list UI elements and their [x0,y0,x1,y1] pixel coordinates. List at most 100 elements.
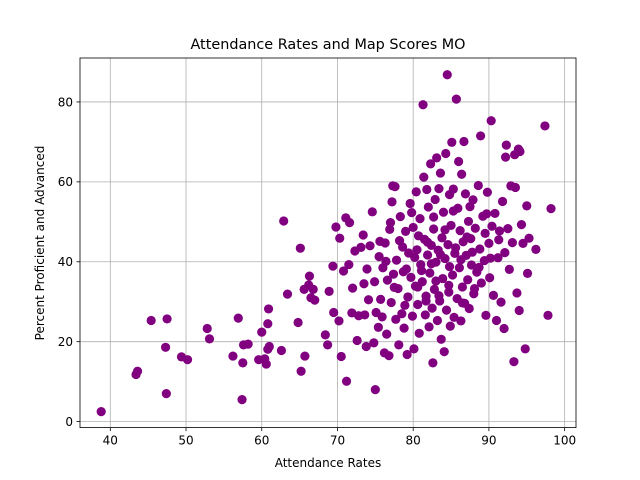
data-point [486,116,496,126]
data-point [356,242,366,252]
data-point [500,247,510,258]
data-point [367,207,377,217]
x-tick-label: 70 [330,434,345,448]
data-point [440,225,450,235]
data-point [385,218,396,228]
data-point [431,276,441,286]
data-point [370,385,380,395]
data-point [460,189,471,199]
y-axis-label: Percent Proficient and Advanced [33,146,47,341]
data-point [509,357,519,367]
data-point [276,345,287,356]
data-point [490,208,500,219]
data-point [531,244,541,254]
data-point [403,292,413,302]
data-point [421,296,431,306]
data-point [475,244,485,254]
data-point [394,340,404,350]
data-point [415,214,425,224]
data-point [323,340,333,350]
data-point [388,269,399,279]
chart-title: Attendance Rates and Map Scores MO [190,37,465,53]
data-point [395,212,405,222]
data-point [373,322,383,332]
y-tick-label: 20 [58,335,73,349]
data-point [430,194,440,205]
data-point [470,223,480,233]
data-point [296,366,306,376]
data-point [146,315,156,326]
data-point [420,310,430,320]
data-point [413,282,423,292]
data-point [497,196,508,207]
data-point [160,342,171,352]
data-point [336,351,346,362]
data-point [429,212,439,222]
data-point [408,222,418,233]
data-point [496,297,506,307]
data-point [543,310,553,320]
data-point [300,351,310,361]
data-point [444,280,454,290]
data-point [482,209,492,219]
data-point [504,264,514,274]
y-tick-label: 0 [65,415,73,429]
x-tick-label: 50 [178,434,193,448]
data-point [522,201,532,211]
data-point [494,226,505,236]
data-point [328,261,338,271]
data-point [436,334,446,344]
data-point [427,303,437,313]
data-point [454,263,464,273]
data-point [429,224,439,234]
data-point [411,187,421,197]
data-point [413,299,423,310]
data-point [400,300,410,310]
data-point [374,251,384,262]
data-point [422,250,433,260]
data-point [293,317,303,328]
data-point [362,264,372,274]
data-point [422,184,432,195]
data-point [476,278,486,288]
data-point [263,319,273,329]
data-point [493,253,503,263]
data-point [412,245,422,255]
data-point [429,284,439,294]
x-axis-label: Attendance Rates [275,456,382,470]
data-point [341,376,352,386]
data-point [445,321,455,331]
y-tick-label: 60 [58,175,73,189]
data-point [399,323,409,333]
data-point [324,286,334,296]
data-point [334,316,344,326]
data-point [443,240,453,250]
data-point [410,252,420,262]
data-point [457,298,468,308]
data-point [352,335,362,346]
data-point [237,395,247,405]
data-point [426,159,436,169]
data-point [437,233,447,243]
data-point [416,265,427,276]
data-point [487,221,497,231]
data-point [96,407,106,417]
data-point [426,259,436,269]
data-point [507,238,517,248]
data-point [423,202,433,212]
data-point [401,264,411,274]
data-point [365,241,375,251]
data-point [320,330,330,340]
data-point [161,389,171,399]
data-point [264,341,274,352]
data-point [491,315,502,326]
data-point [375,236,385,246]
data-point [418,100,428,110]
data-point [474,262,484,272]
data-point [457,282,468,292]
data-point [419,172,429,182]
data-point [338,266,349,276]
data-point [464,303,474,314]
data-point [484,238,494,248]
